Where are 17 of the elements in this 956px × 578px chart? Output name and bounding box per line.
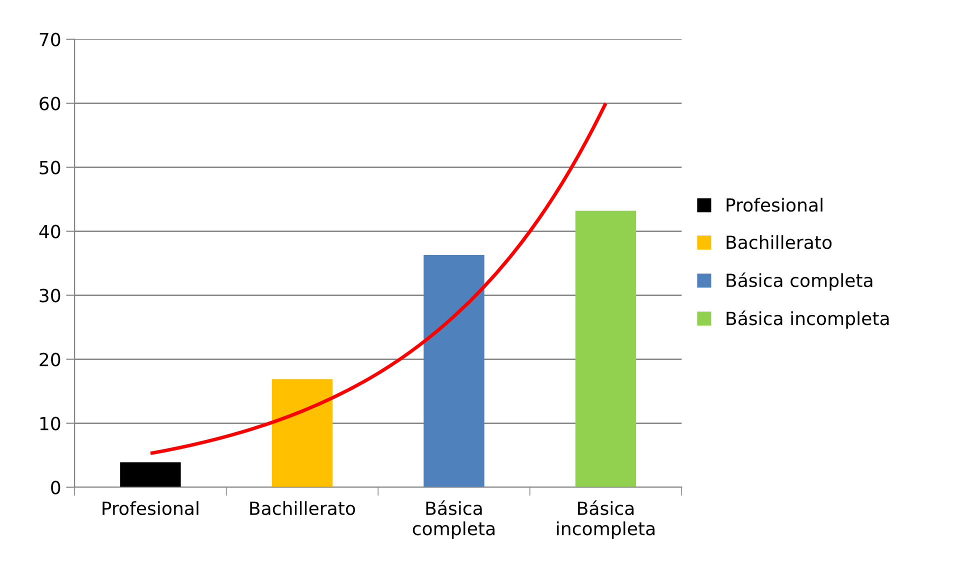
legend-label: Bachillerato: [726, 235, 832, 250]
x-tick-label: Básica completa: [412, 500, 494, 539]
legend-label: Profesional: [726, 198, 822, 212]
y-tick-label: 10: [40, 416, 60, 430]
x-tick-label: Profesional: [102, 501, 198, 516]
x-tick-label: Bachillerato: [250, 501, 356, 516]
y-tick-label: 30: [40, 288, 60, 302]
line-series: [148, 102, 608, 456]
x-tick-label: Básica incompleta: [557, 500, 654, 539]
y-tick-label: 20: [40, 352, 60, 366]
legend-label: Básica completa: [726, 272, 872, 291]
y-tick-label: 40: [39, 224, 60, 238]
y-tick-label: 60: [40, 96, 60, 110]
y-tick-label: 50: [40, 160, 60, 174]
y-tick-label: 0: [51, 480, 60, 494]
legend-label: Básica incompleta: [726, 310, 889, 329]
y-tick-label: 70: [40, 32, 60, 46]
